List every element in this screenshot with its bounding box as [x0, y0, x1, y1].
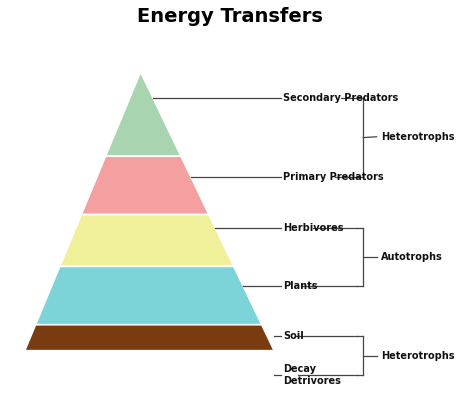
Title: Energy Transfers: Energy Transfers — [137, 7, 323, 26]
Text: Heterotrophs: Heterotrophs — [381, 132, 455, 142]
Text: Primary Predators: Primary Predators — [283, 172, 384, 182]
Text: Soil: Soil — [283, 331, 304, 341]
Polygon shape — [36, 266, 262, 325]
Text: Autotrophs: Autotrophs — [381, 252, 443, 262]
Text: Heterotrophs: Heterotrophs — [381, 351, 455, 361]
Polygon shape — [106, 72, 181, 156]
Text: Decay
Detrivores: Decay Detrivores — [283, 364, 341, 386]
Text: Secondary Predators: Secondary Predators — [283, 93, 398, 103]
Polygon shape — [60, 214, 234, 266]
Polygon shape — [25, 325, 274, 351]
Polygon shape — [82, 156, 209, 214]
Text: Herbivores: Herbivores — [283, 222, 344, 233]
Text: Plants: Plants — [283, 281, 318, 291]
